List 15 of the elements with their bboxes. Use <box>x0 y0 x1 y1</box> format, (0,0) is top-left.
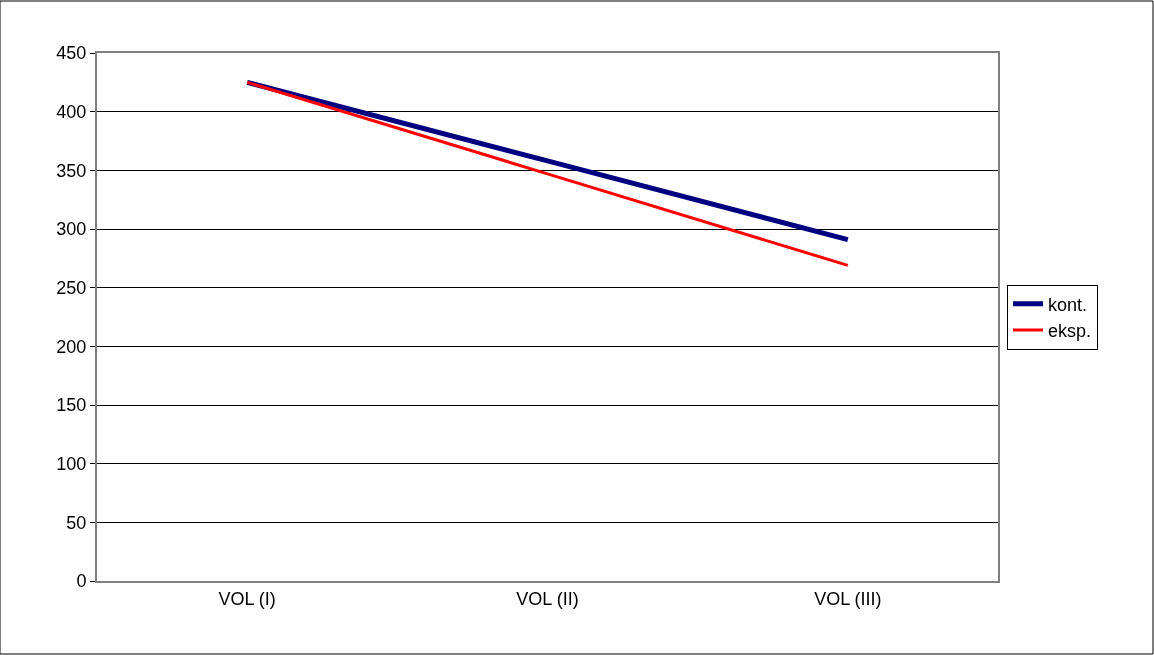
y-tick-label: 0 <box>76 571 87 592</box>
y-tick-label: 400 <box>56 101 87 122</box>
y-tick-label: 250 <box>56 277 87 298</box>
y-tick-label: 450 <box>56 43 87 64</box>
y-tick-label: 350 <box>56 160 87 181</box>
y-tick-label: 100 <box>56 453 87 474</box>
y-tick-label: 200 <box>56 336 87 357</box>
x-tick-label: VOL (II) <box>516 588 579 609</box>
legend-label: eksp. <box>1048 321 1092 342</box>
y-tick-label: 50 <box>66 512 87 533</box>
x-tick-label: VOL (III) <box>814 588 882 609</box>
legend-label: kont. <box>1048 294 1088 315</box>
y-tick-label: 300 <box>56 219 87 240</box>
y-tick-label: 150 <box>56 395 87 416</box>
x-tick-label: VOL (I) <box>218 588 276 609</box>
